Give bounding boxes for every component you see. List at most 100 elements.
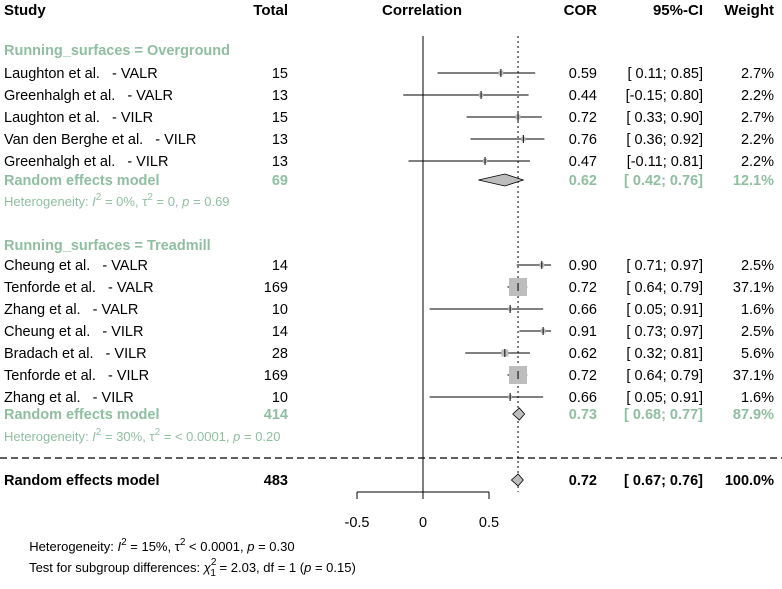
- study-cor: 0.62: [569, 346, 597, 362]
- study-rows: Running_surfaces = Overground Laughton et…: [4, 43, 774, 489]
- study-name: Greenhalgh et al. - VALR: [4, 88, 173, 104]
- study-total: 10: [272, 390, 288, 406]
- het-p-value: = 0.69: [189, 194, 229, 209]
- x-tick-label: -0.5: [345, 515, 370, 531]
- footer-p-label: p: [246, 539, 254, 554]
- het-sup: 2: [96, 192, 102, 203]
- group-model-label: Random effects model: [4, 173, 160, 189]
- het-p-label: p: [181, 194, 189, 209]
- study-total: 14: [272, 324, 288, 340]
- het-i2-value: = 30%, τ: [101, 429, 155, 444]
- group-model-cor: 0.73: [569, 407, 597, 423]
- footer-i2-value: = 15%, τ: [127, 539, 181, 554]
- study-weight: 5.6%: [741, 346, 774, 362]
- study-name: Zhang et al. - VILR: [4, 390, 134, 406]
- study-ci: [ 0.64; 0.79]: [626, 280, 703, 296]
- header-total: Total: [253, 2, 288, 19]
- het-prefix: Heterogeneity:: [4, 429, 92, 444]
- subgroup-prefix: Test for subgroup differences:: [29, 560, 204, 575]
- study-name: Laughton et al. - VALR: [4, 66, 158, 82]
- subgroup-chi-sub: 1: [210, 568, 216, 579]
- study-cor: 0.91: [569, 324, 597, 340]
- study-name: Bradach et al. - VILR: [4, 346, 147, 362]
- study-cor: 0.59: [569, 66, 597, 82]
- study-cor: 0.66: [569, 390, 597, 406]
- study-ci: [ 0.71; 0.97]: [626, 258, 703, 274]
- study-ci: [ 0.33; 0.90]: [626, 110, 703, 126]
- study-cor: 0.72: [569, 280, 597, 296]
- group-model-ci: [ 0.42; 0.76]: [624, 173, 703, 189]
- study-weight: 37.1%: [733, 280, 774, 296]
- study-cor: 0.76: [569, 132, 597, 148]
- x-tick-label: 0.5: [479, 515, 499, 531]
- footer-het-prefix: Heterogeneity:: [29, 539, 117, 554]
- overall-model-ci: [ 0.67; 0.76]: [624, 473, 703, 489]
- x-tick-label: 0: [419, 515, 427, 531]
- study-ci: [ 0.64; 0.79]: [626, 368, 703, 384]
- footer-heterogeneity: Heterogeneity: I2 = 15%, τ2 < 0.0001, p …: [4, 537, 313, 554]
- header-weight: Weight: [724, 2, 774, 19]
- study-name: Tenforde et al. - VALR: [4, 280, 154, 296]
- study-name: Zhang et al. - VALR: [4, 302, 138, 318]
- study-name: Tenforde et al. - VILR: [4, 368, 149, 384]
- group-heterogeneity: Heterogeneity: I2 = 30%, τ2 = < 0.0001, …: [4, 427, 281, 444]
- study-weight: 2.5%: [741, 324, 774, 340]
- study-weight: 37.1%: [733, 368, 774, 384]
- subgroup-p-label: p: [303, 560, 311, 575]
- svg-text:Heterogeneity: I2 = 15%, τ2 <: Heterogeneity: I2 = 15%, τ2 < 0.0001, p …: [4, 537, 313, 554]
- overall-model-cor: 0.72: [569, 473, 597, 489]
- het-tau-sup: 2: [155, 427, 161, 438]
- het-tau-value: = < 0.0001,: [160, 429, 233, 444]
- subgroup-chi-sup: 2: [211, 557, 217, 568]
- group-diamond: [512, 407, 526, 421]
- group-diamond: [478, 173, 525, 187]
- het-i2-label: I: [92, 429, 96, 444]
- het-tau-value: = 0,: [153, 194, 182, 209]
- study-weight: 2.7%: [741, 66, 774, 82]
- study-ci: [ 0.73; 0.97]: [626, 324, 703, 340]
- study-total: 15: [272, 66, 288, 82]
- het-p-label: p: [232, 429, 240, 444]
- footer-subgroup-test: Test for subgroup differences: χ2 1 = 2.0…: [29, 557, 356, 579]
- study-total: 15: [272, 110, 288, 126]
- study-cor: 0.72: [569, 368, 597, 384]
- study-total: 169: [264, 368, 288, 384]
- het-i2-value: = 0%, τ: [101, 194, 148, 209]
- study-ci: [-0.11; 0.81]: [627, 154, 703, 170]
- study-name: Laughton et al. - VILR: [4, 110, 153, 126]
- study-cor: 0.90: [569, 258, 597, 274]
- group-label: Running_surfaces = Treadmill: [4, 238, 211, 254]
- study-weight: 1.6%: [741, 390, 774, 406]
- group-model-label: Random effects model: [4, 407, 160, 423]
- plot-marks: [403, 69, 552, 487]
- study-total: 13: [272, 88, 288, 104]
- study-cor: 0.44: [569, 88, 597, 104]
- het-p-value: = 0.20: [240, 429, 280, 444]
- x-axis: -0.5 0 0.5: [345, 491, 499, 531]
- header-study: Study: [4, 2, 46, 19]
- study-total: 28: [272, 346, 288, 362]
- study-total: 14: [272, 258, 288, 274]
- study-cor: 0.47: [569, 154, 597, 170]
- subgroup-chi: χ: [203, 560, 212, 575]
- study-ci: [ 0.05; 0.91]: [626, 390, 703, 406]
- overall-model-total: 483: [264, 473, 288, 489]
- study-total: 169: [264, 280, 288, 296]
- header-cor: COR: [564, 2, 598, 19]
- group-model-weight: 87.9%: [733, 407, 774, 423]
- footer-tau-sup: 2: [180, 537, 186, 548]
- group-model-total: 69: [272, 173, 288, 189]
- study-ci: [-0.15; 0.80]: [626, 88, 703, 104]
- overall-model-label: Random effects model: [4, 473, 160, 489]
- het-prefix: Heterogeneity:: [4, 194, 92, 209]
- group-model-weight: 12.1%: [733, 173, 774, 189]
- het-i2-label: I: [92, 194, 96, 209]
- group-heterogeneity: Heterogeneity: I2 = 0%, τ2 = 0, p = 0.69: [4, 192, 230, 209]
- study-ci: [ 0.32; 0.81]: [626, 346, 703, 362]
- study-name: Van den Berghe et al. - VILR: [4, 132, 196, 148]
- header-correlation: Correlation: [382, 2, 462, 19]
- study-ci: [ 0.05; 0.91]: [626, 302, 703, 318]
- subgroup-p-value: = 0.15): [311, 560, 355, 575]
- group-model-ci: [ 0.68; 0.77]: [624, 407, 703, 423]
